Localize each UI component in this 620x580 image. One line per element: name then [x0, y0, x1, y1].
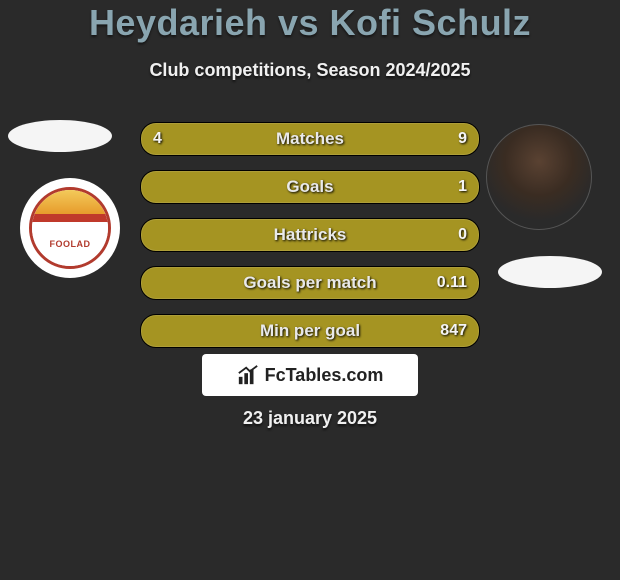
- page-title: Heydarieh vs Kofi Schulz: [0, 2, 620, 44]
- stat-row: Hattricks0: [140, 218, 480, 252]
- stats-rows: Matches4 9 Goals1 Hattricks0 Goals per match…: [140, 122, 480, 362]
- date-label: 23 january 2025: [0, 408, 620, 429]
- stat-row: Goals1: [140, 170, 480, 204]
- player2-club-badge: [498, 256, 602, 288]
- comparison-infographic: Heydarieh vs Kofi Schulz Club competitio…: [0, 0, 620, 580]
- stat-label: Matches: [141, 123, 479, 155]
- stat-value-right: 0.11: [437, 267, 467, 299]
- player1-club-badge: FOOLAD: [20, 178, 120, 278]
- stat-value-right: 847: [440, 315, 467, 347]
- brand-label: FcTables.com: [265, 365, 384, 386]
- stat-label: Hattricks: [141, 219, 479, 251]
- foolad-crest-icon: FOOLAD: [29, 187, 111, 269]
- stat-label: Goals per match: [141, 267, 479, 299]
- bar-chart-icon: [237, 364, 259, 386]
- stat-value-right: 0: [458, 219, 467, 251]
- stat-value-right: 1: [458, 171, 467, 203]
- stat-label: Goals: [141, 171, 479, 203]
- player1-avatar: [8, 120, 112, 152]
- player2-avatar: [486, 124, 592, 230]
- club-name-label: FOOLAD: [32, 222, 108, 266]
- stat-label: Min per goal: [141, 315, 479, 347]
- brand-badge: FcTables.com: [202, 354, 418, 396]
- stat-value-left: 4: [153, 123, 162, 155]
- page-subtitle: Club competitions, Season 2024/2025: [0, 60, 620, 81]
- stat-row: Goals per match0.11: [140, 266, 480, 300]
- stat-row: Matches4 9: [140, 122, 480, 156]
- stat-row: Min per goal847: [140, 314, 480, 348]
- stat-value-right: 9: [458, 123, 467, 155]
